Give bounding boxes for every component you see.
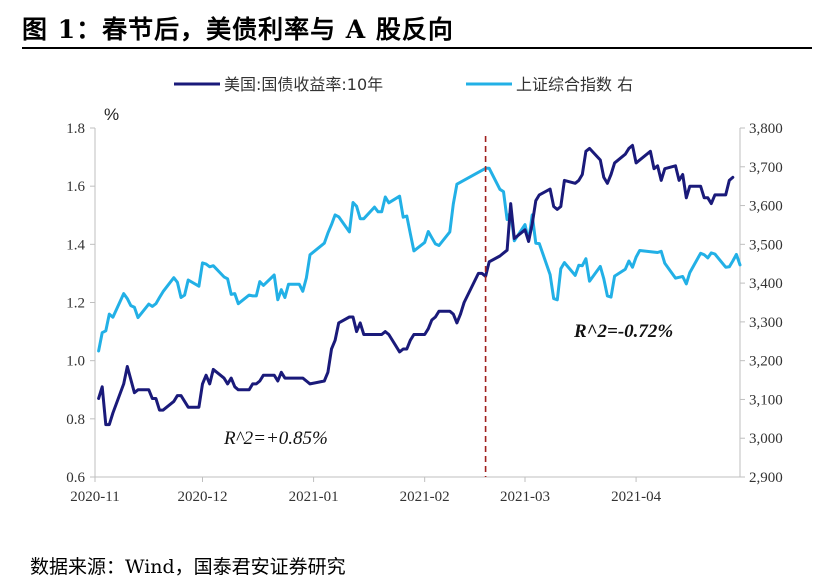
series-line-us10y bbox=[97, 143, 735, 427]
y-right-tick-label: 3,700 bbox=[749, 160, 783, 176]
x-tick-label: 2021-04 bbox=[611, 489, 661, 505]
y-right-tick-label: 2,900 bbox=[749, 470, 783, 486]
legend-label-us10y: 美国:国债收益率:10年 bbox=[224, 75, 383, 94]
legend-label-shcomp: 上证综合指数 右 bbox=[516, 75, 633, 94]
y-left-tick-label: 1.6 bbox=[66, 179, 85, 195]
y-right-tick-label: 3,200 bbox=[749, 354, 783, 370]
x-tick-label: 2020-12 bbox=[178, 489, 228, 505]
plot-lines bbox=[97, 136, 742, 477]
y-left-tick-label: 1.4 bbox=[66, 237, 85, 253]
y-left-tick-label: 0.6 bbox=[66, 470, 85, 486]
y-right-tick-label: 3,500 bbox=[749, 237, 783, 253]
y-right-tick-label: 3,800 bbox=[749, 121, 783, 137]
y-right-tick-label: 3,100 bbox=[749, 392, 783, 408]
y-right-tick-label: 3,400 bbox=[749, 276, 783, 292]
data-source: 数据来源：Wind，国泰君安证券研究 bbox=[30, 556, 346, 578]
y-right-tick-label: 3,600 bbox=[749, 199, 783, 215]
y-right-tick-label: 3,000 bbox=[749, 431, 783, 447]
x-tick-label: 2020-11 bbox=[70, 489, 119, 505]
y-axis-unit: % bbox=[104, 105, 119, 124]
x-tick-label: 2021-01 bbox=[289, 489, 339, 505]
y-left-tick-label: 0.8 bbox=[66, 412, 85, 428]
legend: 美国:国债收益率:10年 上证综合指数 右 bbox=[174, 75, 633, 94]
chart-title: 图 1：春节后，美债利率与 A 股反向 bbox=[22, 15, 454, 44]
x-tick-label: 2021-02 bbox=[400, 489, 450, 505]
x-tick-label: 2021-03 bbox=[500, 489, 550, 505]
axes: 0.6 0.8 1.0 1.2 1.4 1.6 1.8 2,900 3,000 3,100 3,20… bbox=[66, 121, 783, 505]
y-left-tick-label: 1.8 bbox=[66, 121, 85, 137]
y-left-tick-label: 1.0 bbox=[66, 354, 85, 370]
annotation-right: R^2=-0.72% bbox=[573, 321, 673, 342]
y-left-tick-label: 1.2 bbox=[66, 296, 85, 312]
series-line-shcomp bbox=[97, 166, 742, 353]
title-divider bbox=[22, 47, 812, 49]
annotation-left: R^2=+0.85% bbox=[223, 428, 328, 449]
y-right-tick-label: 3,300 bbox=[749, 315, 783, 331]
